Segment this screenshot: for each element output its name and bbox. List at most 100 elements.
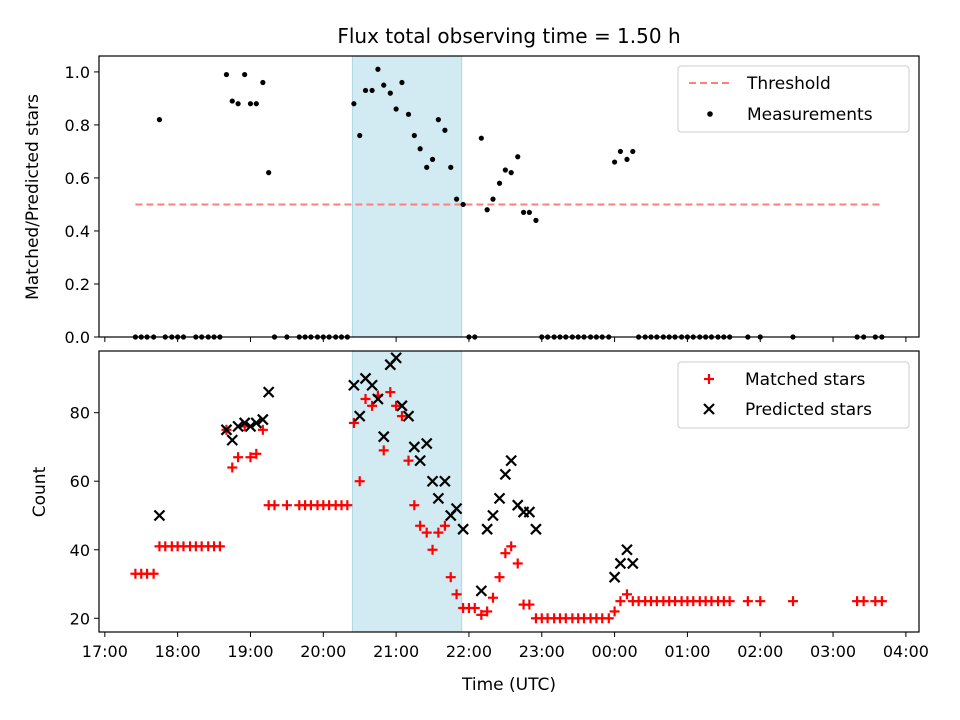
matched-star-marker — [360, 393, 371, 404]
matched-star-marker — [409, 500, 420, 511]
predicted-star-marker — [481, 523, 493, 535]
x-tick-label: 02:00 — [737, 642, 783, 661]
predicted-star-marker — [450, 502, 463, 515]
measurement-point — [247, 101, 254, 107]
x-tick-label: 18:00 — [155, 642, 201, 661]
measurement-point — [399, 79, 405, 86]
measurement-point — [411, 132, 417, 139]
y-tick-label: 0.2 — [65, 275, 90, 294]
measurement-point — [156, 117, 163, 123]
predicted-star-marker — [414, 454, 426, 467]
matched-star-marker — [742, 596, 753, 607]
predicted-star-marker — [257, 413, 269, 426]
y-tick-label: 0.0 — [65, 328, 90, 347]
measurement-point — [266, 170, 272, 176]
count-legend-box — [677, 361, 910, 429]
matched-star-marker — [487, 592, 498, 603]
matched-star-marker — [391, 400, 402, 411]
measurement-point — [429, 156, 436, 162]
measurement-point — [351, 101, 357, 107]
predicted-star-marker — [377, 430, 390, 443]
ratio-panel-frame — [98, 55, 920, 338]
predicted-legend-label: Predicted stars — [745, 400, 872, 420]
measurement-point — [630, 148, 636, 155]
predicted-star-marker — [487, 509, 499, 522]
x-tick-label: 17:00 — [82, 642, 128, 661]
measurement-point — [502, 167, 508, 173]
predicted-star-marker — [608, 571, 621, 583]
predicted-star-marker — [523, 506, 536, 518]
matched-star-marker — [512, 558, 523, 569]
count-panel-frame — [98, 350, 920, 633]
matched-star-marker — [439, 520, 450, 531]
measurement-point — [490, 196, 496, 202]
predicted-star-marker — [439, 475, 451, 487]
measurement-point — [448, 164, 454, 170]
predicted-star-marker — [475, 585, 488, 597]
predicted-star-marker — [366, 379, 378, 392]
measurement-point — [253, 101, 259, 107]
predicted-star-marker — [390, 352, 402, 364]
matched-star-marker — [494, 572, 505, 583]
matched-star-marker — [342, 500, 353, 511]
measurement-point — [235, 101, 241, 107]
count-panel: 20 40 60 80 17:00 18:00 19:00 20:00 21:00 22:00 2… — [30, 350, 929, 695]
matched-star-marker — [476, 609, 487, 620]
matched-star-marker — [269, 500, 280, 511]
matched-star-marker — [421, 527, 432, 538]
matched-star-marker — [378, 445, 389, 456]
matched-star-marker — [482, 606, 493, 617]
predicted-star-marker — [238, 417, 251, 429]
measurement-point — [223, 71, 230, 78]
matched-star-marker — [354, 476, 365, 487]
x-tick-label: 19:00 — [227, 642, 273, 661]
measurement-point — [453, 196, 460, 202]
y-tick-label: 0.8 — [65, 116, 90, 135]
x-tick-label: 20:00 — [300, 642, 346, 661]
ratio-legend: Threshold Measurements — [677, 65, 910, 133]
y-tick-label: 0.6 — [65, 169, 90, 188]
predicted-star-marker — [420, 437, 433, 450]
measurement-point — [478, 135, 484, 141]
matched-legend-swatch — [704, 374, 714, 384]
predicted-star-marker — [250, 417, 263, 429]
predicted-star-marker — [232, 420, 244, 433]
x-tick-label: 01:00 — [664, 642, 710, 661]
measurement-point — [611, 159, 618, 165]
predicted-star-marker — [426, 475, 439, 487]
y-tick-label: 80 — [70, 404, 90, 423]
matched-star-marker — [615, 596, 626, 607]
measurement-point — [260, 79, 266, 86]
measurement-point — [405, 111, 412, 117]
measurement-point — [533, 217, 539, 223]
matched-star-marker — [609, 606, 620, 617]
x-tick-label: 03:00 — [810, 642, 856, 661]
y-tick-label: 60 — [70, 472, 90, 491]
matched-star-marker — [621, 589, 632, 600]
measurement-point — [417, 146, 423, 152]
matched-star-marker — [755, 596, 766, 607]
matched-star-marker — [500, 548, 511, 559]
y-tick-label: 1.0 — [65, 63, 90, 82]
observing-window-shade — [351, 55, 463, 338]
matched-star-marker — [367, 400, 378, 411]
measurement-point — [242, 71, 248, 78]
measurement-point — [229, 98, 235, 104]
measurement-point — [617, 148, 624, 155]
matched-star-marker — [233, 452, 244, 463]
matched-star-marker — [251, 448, 262, 459]
matched-star-marker — [227, 462, 238, 473]
predicted-star-marker — [244, 420, 257, 433]
predicted-star-marker — [353, 410, 366, 422]
predicted-star-marker — [457, 523, 469, 535]
measurement-point — [520, 209, 527, 216]
y-tick-label: 0.4 — [65, 222, 90, 241]
matched-star-marker — [245, 452, 256, 463]
measurements-legend-swatch — [707, 111, 713, 117]
matched-star-marker — [396, 411, 407, 422]
measurement-point — [496, 180, 503, 186]
matched-star-marker — [427, 544, 438, 555]
matched-star-marker — [433, 527, 444, 538]
predicted-star-marker — [627, 557, 639, 570]
measurement-point — [624, 156, 630, 162]
